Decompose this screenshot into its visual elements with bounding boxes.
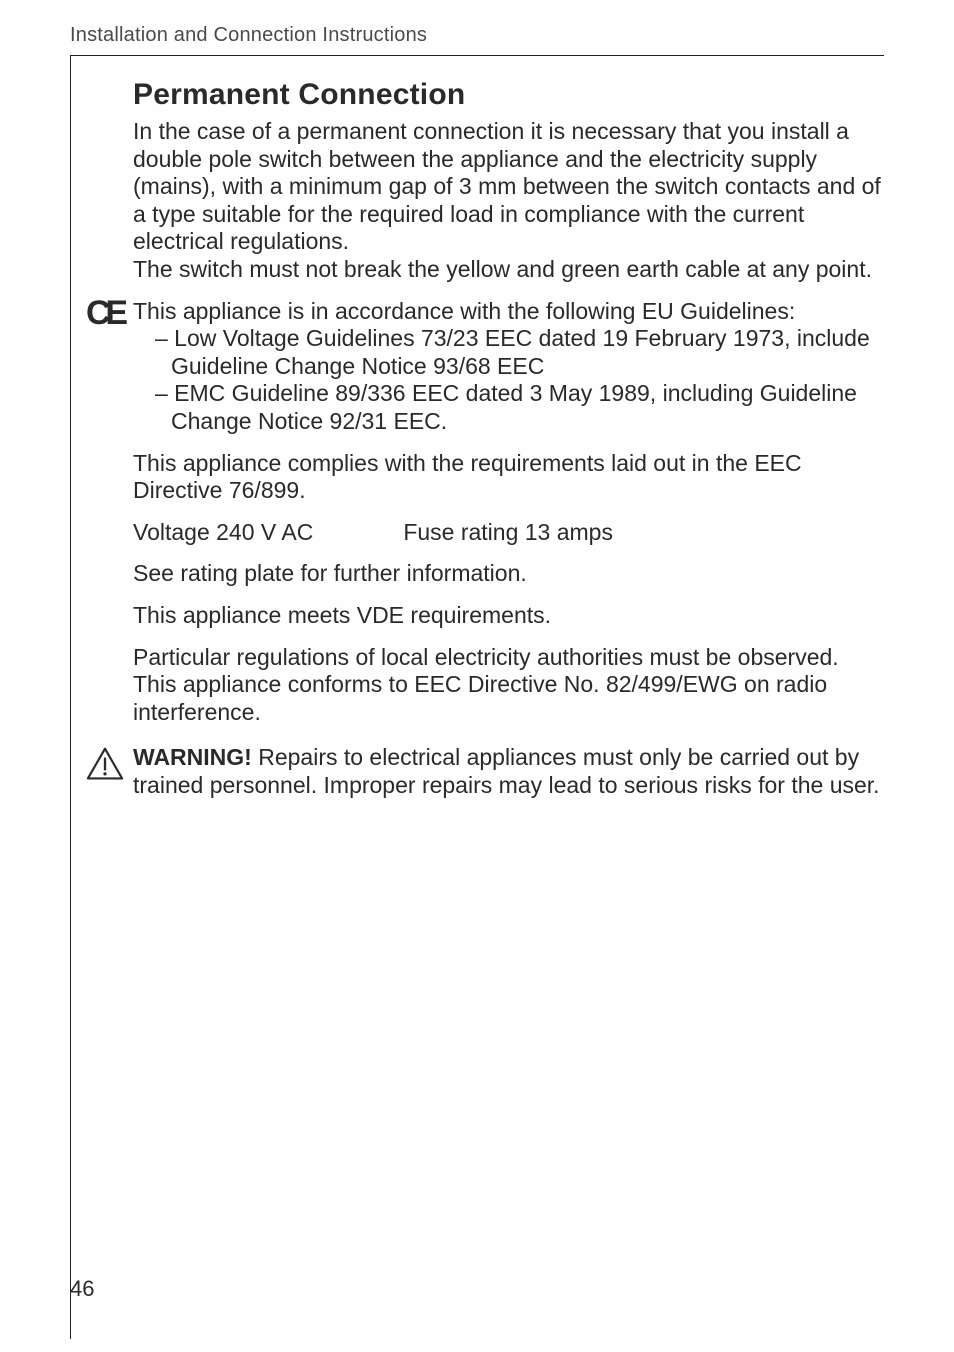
ce-mark-icon: C E [81,294,129,333]
page-number: 46 [70,1276,94,1302]
ce-guideline-item: – Low Voltage Guidelines 73/23 EEC dated… [155,325,884,380]
running-head: Installation and Connection Instructions [70,24,884,47]
vde-note: This appliance meets VDE requirements. [133,602,884,630]
voltage-spec: Voltage 240 V AC [133,519,313,547]
section-intro: In the case of a permanent connection it… [133,118,884,284]
warning-icon [81,746,129,787]
section-title: Permanent Connection [133,78,884,112]
intro-para-2: The switch must not break the yellow and… [133,256,884,284]
local-regs-note: Particular regulations of local electric… [133,644,884,727]
ce-lead: This appliance is in accordance with the… [133,298,884,326]
ce-guideline-item: – EMC Guideline 89/336 EEC dated 3 May 1… [155,380,884,435]
page: Installation and Connection Instructions… [0,0,954,1352]
ce-compliance: This appliance complies with the require… [133,450,884,505]
rating-plate-note: See rating plate for further information… [133,560,884,588]
warning-text: WARNING! Repairs to electrical appliance… [133,744,884,799]
ce-guideline-list: – Low Voltage Guidelines 73/23 EEC dated… [133,325,884,435]
content-frame: Permanent Connection In the case of a pe… [70,56,884,1339]
spec-row: Voltage 240 V AC Fuse rating 13 amps [133,519,884,547]
intro-para-1: In the case of a permanent connection it… [133,118,884,256]
ce-block: C E This appliance is in accordance with… [133,298,884,727]
fuse-spec: Fuse rating 13 amps [403,519,613,547]
warning-label: WARNING! [133,744,252,770]
warning-block: WARNING! Repairs to electrical appliance… [133,744,884,799]
